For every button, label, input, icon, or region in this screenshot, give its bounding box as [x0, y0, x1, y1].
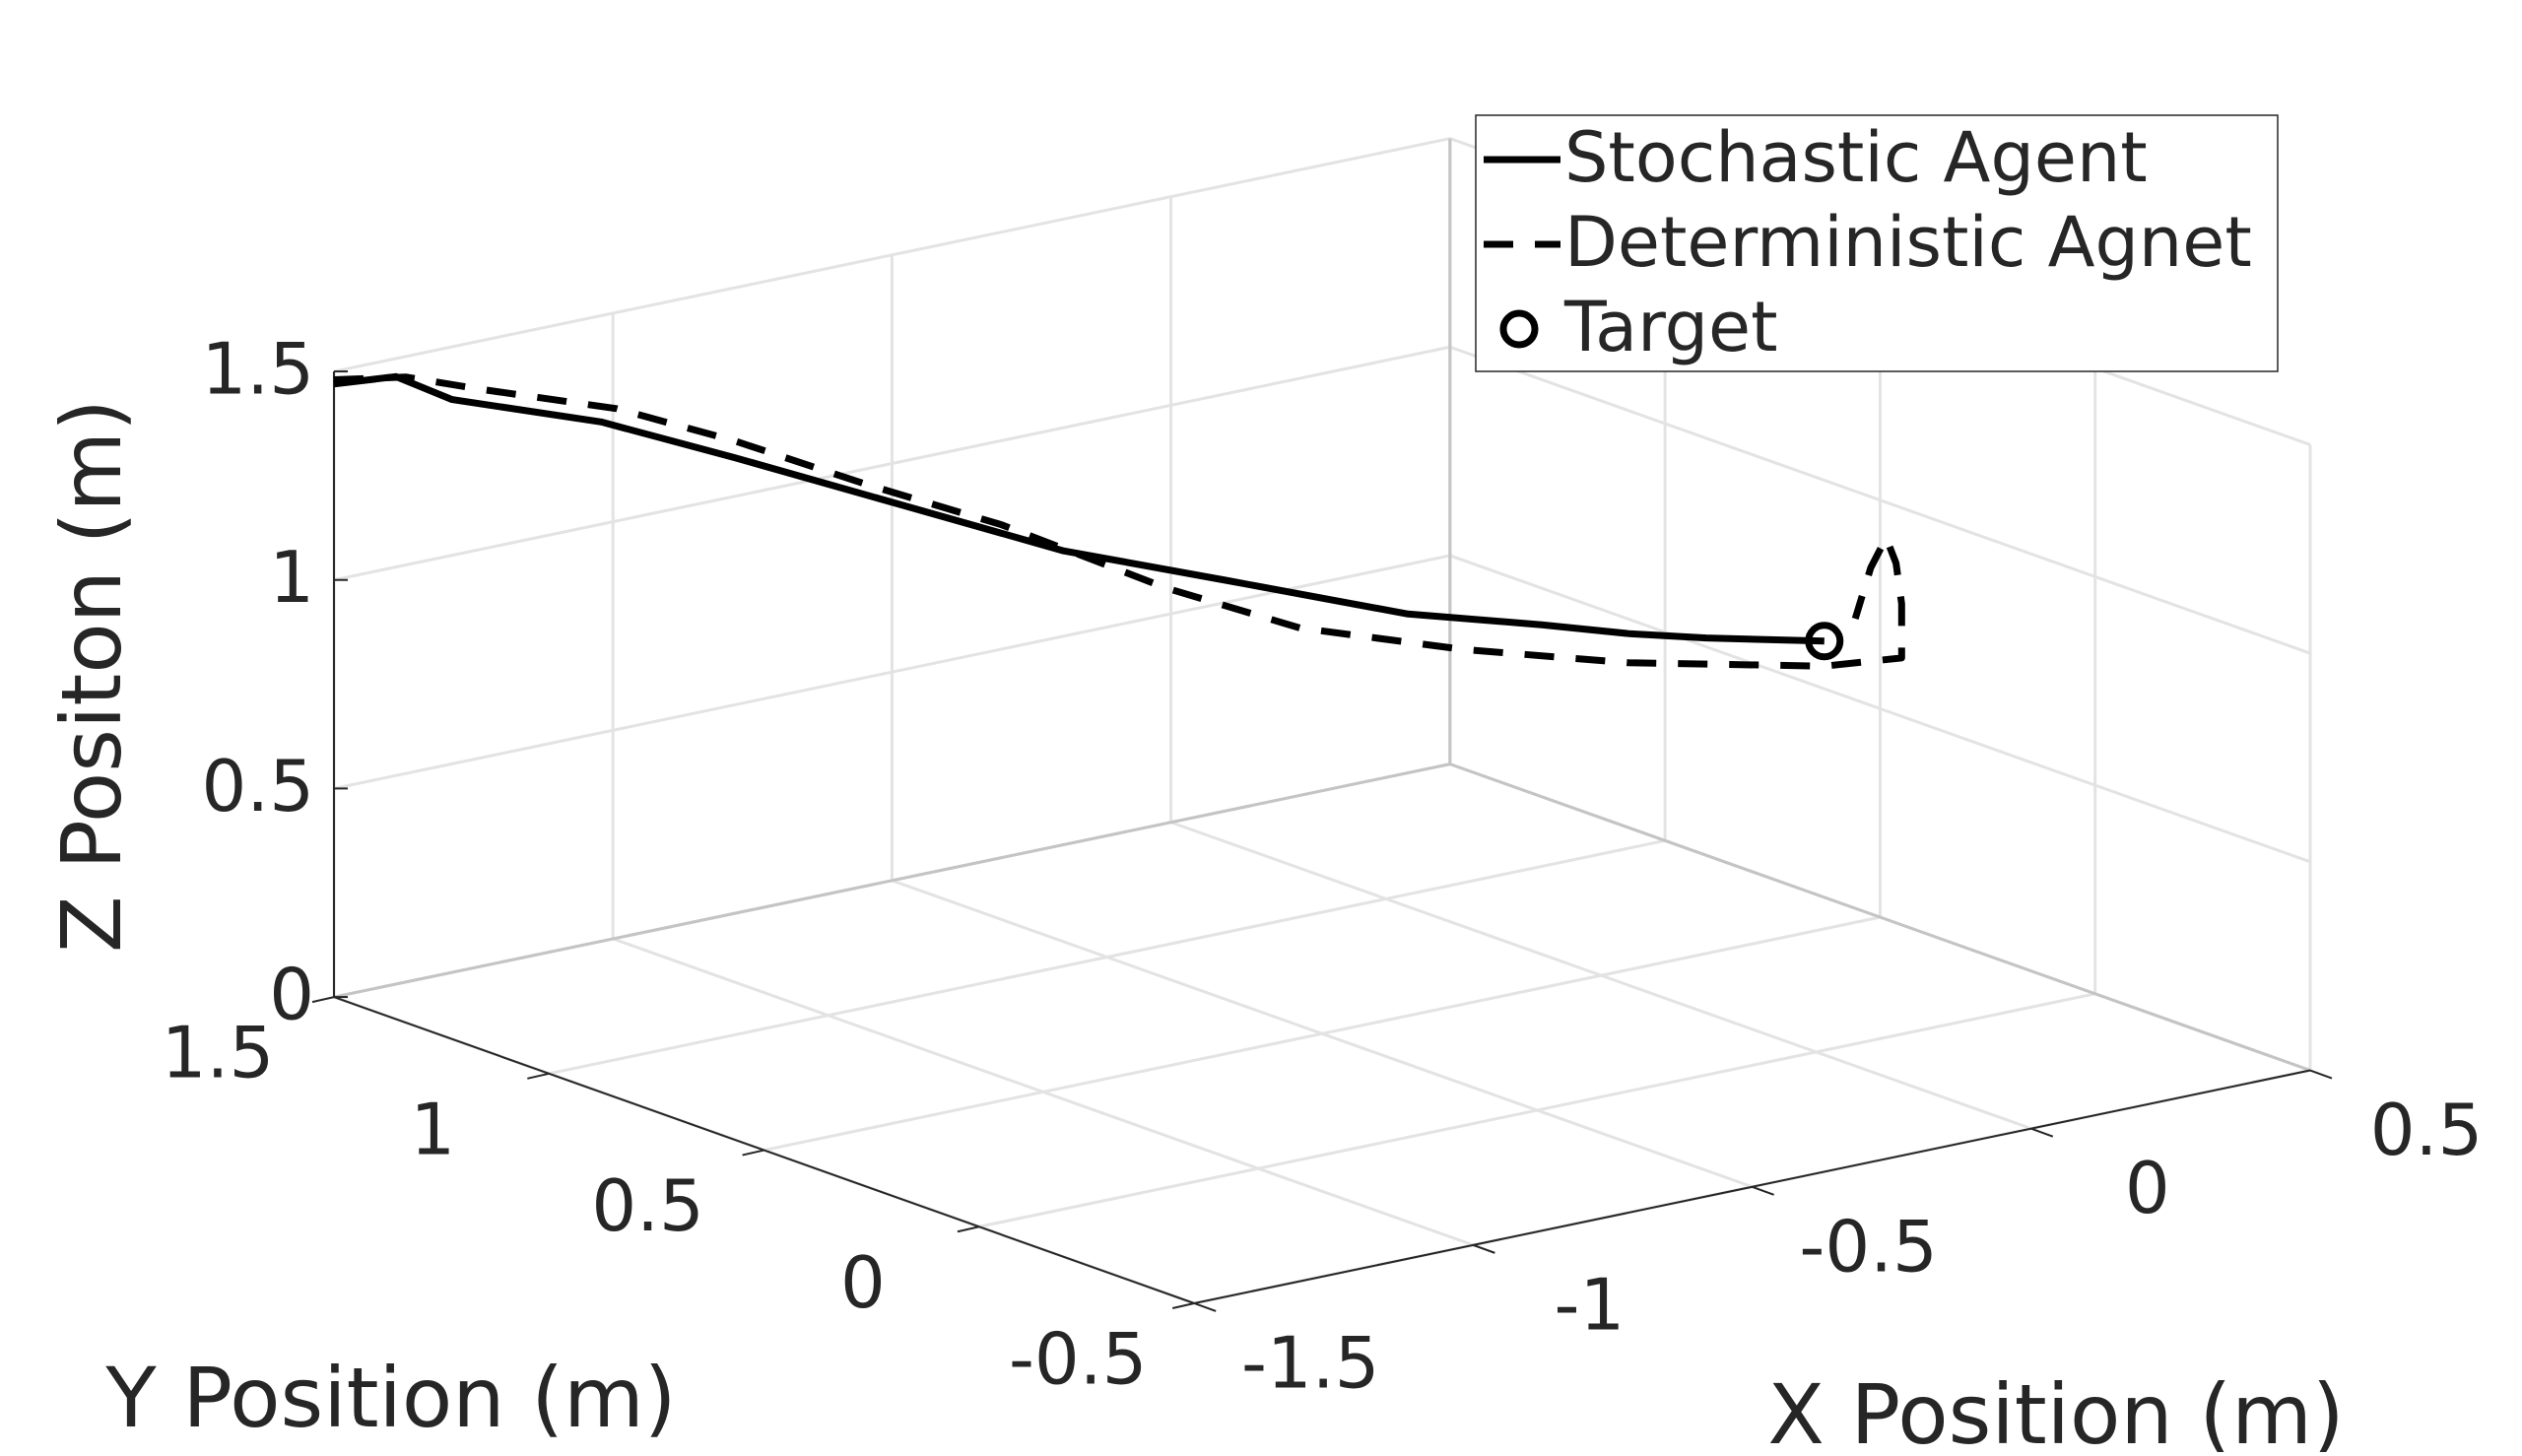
- grid-line: [1449, 345, 2311, 655]
- x-tick: [1193, 1302, 1217, 1312]
- y-tick: [742, 1149, 764, 1157]
- legend-label: Target: [1563, 287, 1778, 367]
- x-tick: [1473, 1243, 1495, 1254]
- z-tick-label: 1: [269, 536, 314, 619]
- trajectory-line: [333, 373, 1905, 670]
- z-tick-label: 0: [269, 954, 314, 1036]
- grid-line: [549, 838, 1666, 1076]
- legend-label: Stochastic Agent: [1564, 117, 2148, 198]
- z-tick-label: 1.5: [202, 328, 315, 411]
- z-tick-label: 0.5: [202, 745, 315, 827]
- legend-box: [1475, 114, 2279, 372]
- trajectory-line: [333, 372, 1825, 645]
- box-edge: [1449, 762, 2311, 1072]
- grid-line: [763, 915, 1881, 1153]
- grid-line: [978, 992, 2096, 1228]
- y-tick-label: 1: [410, 1088, 455, 1170]
- x-tick: [2030, 1127, 2054, 1138]
- target-marker: [1805, 622, 1844, 661]
- x-tick-label: -1: [1555, 1263, 1626, 1346]
- z-axis-title: Z Positon (m): [43, 399, 140, 953]
- x-tick: [1752, 1185, 1774, 1196]
- legend-label: Deterministic Agnet: [1564, 202, 2252, 283]
- x-tick-label: -1.5: [1241, 1322, 1379, 1405]
- grid-line: [333, 137, 1451, 373]
- y-tick: [527, 1072, 550, 1080]
- legend-marker: [1499, 309, 1539, 349]
- y-tick-label: -0.5: [1009, 1318, 1147, 1401]
- x-tick-label: 0: [2125, 1147, 2170, 1229]
- grid-line: [333, 345, 1451, 582]
- grid-line: [333, 554, 1451, 790]
- y-tick: [311, 996, 335, 1004]
- x-tick-label: 0.5: [2370, 1089, 2484, 1171]
- x-axis-title: X Position (m): [1767, 1366, 2344, 1452]
- y-tick: [957, 1225, 980, 1233]
- box-edge: [333, 762, 1451, 999]
- y-tick-label: 1.5: [162, 1012, 275, 1094]
- x-tick: [2309, 1069, 2333, 1080]
- y-tick-label: 0.5: [591, 1164, 704, 1247]
- y-tick: [1171, 1302, 1195, 1309]
- y-axis: [333, 996, 1195, 1304]
- y-axis-title: Y Position (m): [104, 1350, 676, 1446]
- x-tick-label: -0.5: [1799, 1205, 1937, 1288]
- grid-line: [1449, 554, 2311, 864]
- y-tick-label: 0: [840, 1241, 886, 1324]
